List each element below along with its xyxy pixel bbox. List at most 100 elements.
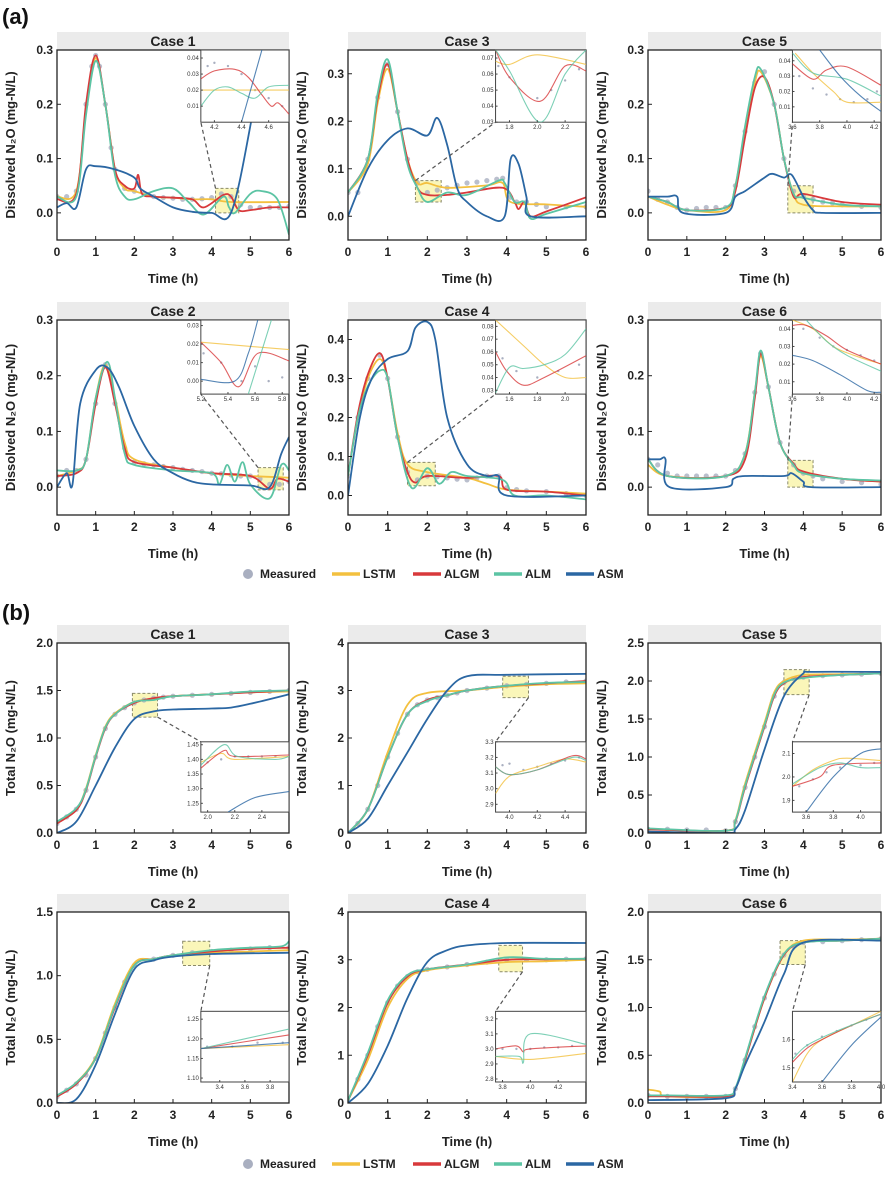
- x-tick-label: 1: [384, 838, 391, 852]
- series-alm-line: [348, 956, 586, 1101]
- inset-y-tick-label: 1.35: [187, 772, 199, 778]
- inset-x-tick-label: 3.8: [816, 397, 825, 403]
- x-tick-label: 0: [54, 520, 61, 534]
- inset-y-tick-label: 3.0: [485, 1047, 494, 1053]
- title-bar: [648, 302, 881, 320]
- y-tick-label: 3: [337, 953, 344, 967]
- series-asm-line: [348, 673, 586, 833]
- inset-y-tick-label: 1.25: [187, 1017, 199, 1023]
- x-tick-label: 6: [878, 838, 885, 852]
- inset-measured-point: [825, 771, 828, 774]
- inset-plot: [792, 748, 882, 813]
- measured-point: [276, 481, 282, 487]
- inset: 1.6 1.8 2.0 0.03 0.04 0.05 0.06 0.07 0.08: [482, 319, 587, 403]
- x-tick-label: 5: [839, 838, 846, 852]
- inset-measured-point: [563, 79, 567, 82]
- inset-series-alm-line: [792, 52, 882, 97]
- inset-measured-point: [253, 365, 257, 368]
- x-tick-label: 3: [170, 1108, 177, 1122]
- inset-x-tick-label: 3.4: [216, 1085, 225, 1091]
- inset-x-tick-label: 3.8: [498, 1085, 507, 1091]
- inset: 3.8 4.0 4.2 2.8 2.9 3.0 3.1 3.2: [485, 1010, 587, 1091]
- zoom-connector: [200, 122, 217, 189]
- inset-series-alm-line: [247, 320, 272, 395]
- x-tick-label: 1: [384, 245, 391, 259]
- x-tick-label: 0: [645, 520, 652, 534]
- subplot-case-1: Case 1 0 1 2 3 4 5 6 0.0 0.1 0.2 0.3 Time (h) Dissolv…: [3, 32, 293, 286]
- inset-series-asm-line: [200, 1042, 289, 1050]
- x-tick-label: 0: [345, 838, 352, 852]
- inset-measured-point: [206, 64, 209, 68]
- y-tick-label: 0: [337, 1096, 344, 1110]
- y-tick-label: 0.1: [36, 152, 53, 166]
- inset-x-tick-label: 3.6: [802, 815, 811, 821]
- inset-x-tick-label: 4.0: [877, 1085, 886, 1091]
- series-alm-line: [648, 66, 881, 212]
- x-tick-label: 0: [645, 245, 652, 259]
- x-tick-label: 3: [761, 838, 768, 852]
- inset: 3.4 3.6 3.8 4.0 1.5 1.6: [782, 1010, 886, 1091]
- inset-x-tick-label: 4.2: [533, 815, 542, 821]
- inset: 4.0 4.2 4.4 2.9 3.0 3.1 3.2 3.3: [485, 740, 587, 821]
- zoom-connector: [200, 393, 259, 469]
- inset-plot: [200, 320, 289, 395]
- subplot-title: Case 2: [150, 895, 195, 911]
- series-asm-line: [348, 941, 586, 1103]
- inset-y-tick-label: 0.06: [482, 350, 494, 356]
- x-tick-label: 3: [464, 520, 471, 534]
- x-tick-label: 3: [761, 245, 768, 259]
- x-axis-label: Time (h): [442, 864, 492, 879]
- panel-label-b: (b): [2, 600, 30, 625]
- inset-y-tick-label: 2.8: [485, 1077, 494, 1083]
- x-tick-label: 6: [878, 1108, 885, 1122]
- inset-y-tick-label: 0.01: [779, 380, 791, 386]
- x-tick-label: 3: [170, 838, 177, 852]
- y-tick-label: 0.1: [627, 152, 644, 166]
- inset-x-tick-label: 5.2: [197, 397, 206, 403]
- y-tick-label: 0.1: [327, 162, 344, 176]
- title-bar: [348, 302, 586, 320]
- inset-measured-point: [240, 72, 243, 76]
- x-axis-label: Time (h): [148, 1134, 198, 1149]
- series-asm-line: [57, 693, 289, 833]
- inset-x-tick-label: 5.8: [278, 397, 287, 403]
- x-tick-label: 4: [208, 245, 215, 259]
- x-axis-label: Time (h): [739, 546, 789, 561]
- inset-y-tick-label: 0.04: [482, 104, 494, 110]
- inset-x-tick-label: 1.6: [505, 397, 514, 403]
- inset-series-lstm-line: [200, 341, 289, 351]
- x-tick-label: 1: [92, 520, 99, 534]
- subplot-case-5: Case 5 0 1 2 3 4 5 6 0.0 0.5 1.0 1.5 2.0 2.5 Time (h) T…: [594, 625, 885, 879]
- inset-y-tick-label: 3.2: [485, 755, 494, 761]
- x-tick-label: 5: [543, 520, 550, 534]
- inset-series-asm-line: [821, 1016, 882, 1082]
- subplot-title: Case 1: [150, 626, 195, 642]
- inset-y-tick-label: 0.03: [482, 120, 494, 126]
- inset-series-asm-line: [819, 50, 882, 112]
- y-tick-label: 1: [337, 1048, 344, 1062]
- inset-series-asm-line: [792, 354, 882, 393]
- x-tick-label: 2: [722, 520, 729, 534]
- y-tick-label: 0.5: [36, 779, 53, 793]
- measured-point: [464, 180, 470, 186]
- inset-series-asm-line: [805, 748, 882, 813]
- subplot-title: Case 3: [444, 33, 489, 49]
- x-tick-label: 5: [839, 520, 846, 534]
- inset-y-tick-label: 1.30: [187, 787, 199, 793]
- x-tick-label: 0: [54, 1108, 61, 1122]
- y-tick-label: 0.3: [627, 43, 644, 57]
- inset-measured-point: [798, 785, 801, 788]
- inset-y-tick-label: 0.03: [187, 324, 199, 330]
- x-axis-label: Time (h): [739, 864, 789, 879]
- subplot-title: Case 4: [444, 303, 489, 319]
- x-tick-label: 3: [170, 520, 177, 534]
- inset-measured-point: [818, 336, 821, 339]
- y-tick-label: 2: [337, 731, 344, 745]
- x-tick-label: 1: [384, 520, 391, 534]
- x-tick-label: 2: [131, 1108, 138, 1122]
- title-bar: [648, 625, 881, 643]
- y-tick-label: 0.3: [327, 67, 344, 81]
- inset-y-tick-label: 2.1: [782, 752, 791, 758]
- y-tick-label: 1.0: [627, 750, 644, 764]
- x-tick-label: 3: [170, 245, 177, 259]
